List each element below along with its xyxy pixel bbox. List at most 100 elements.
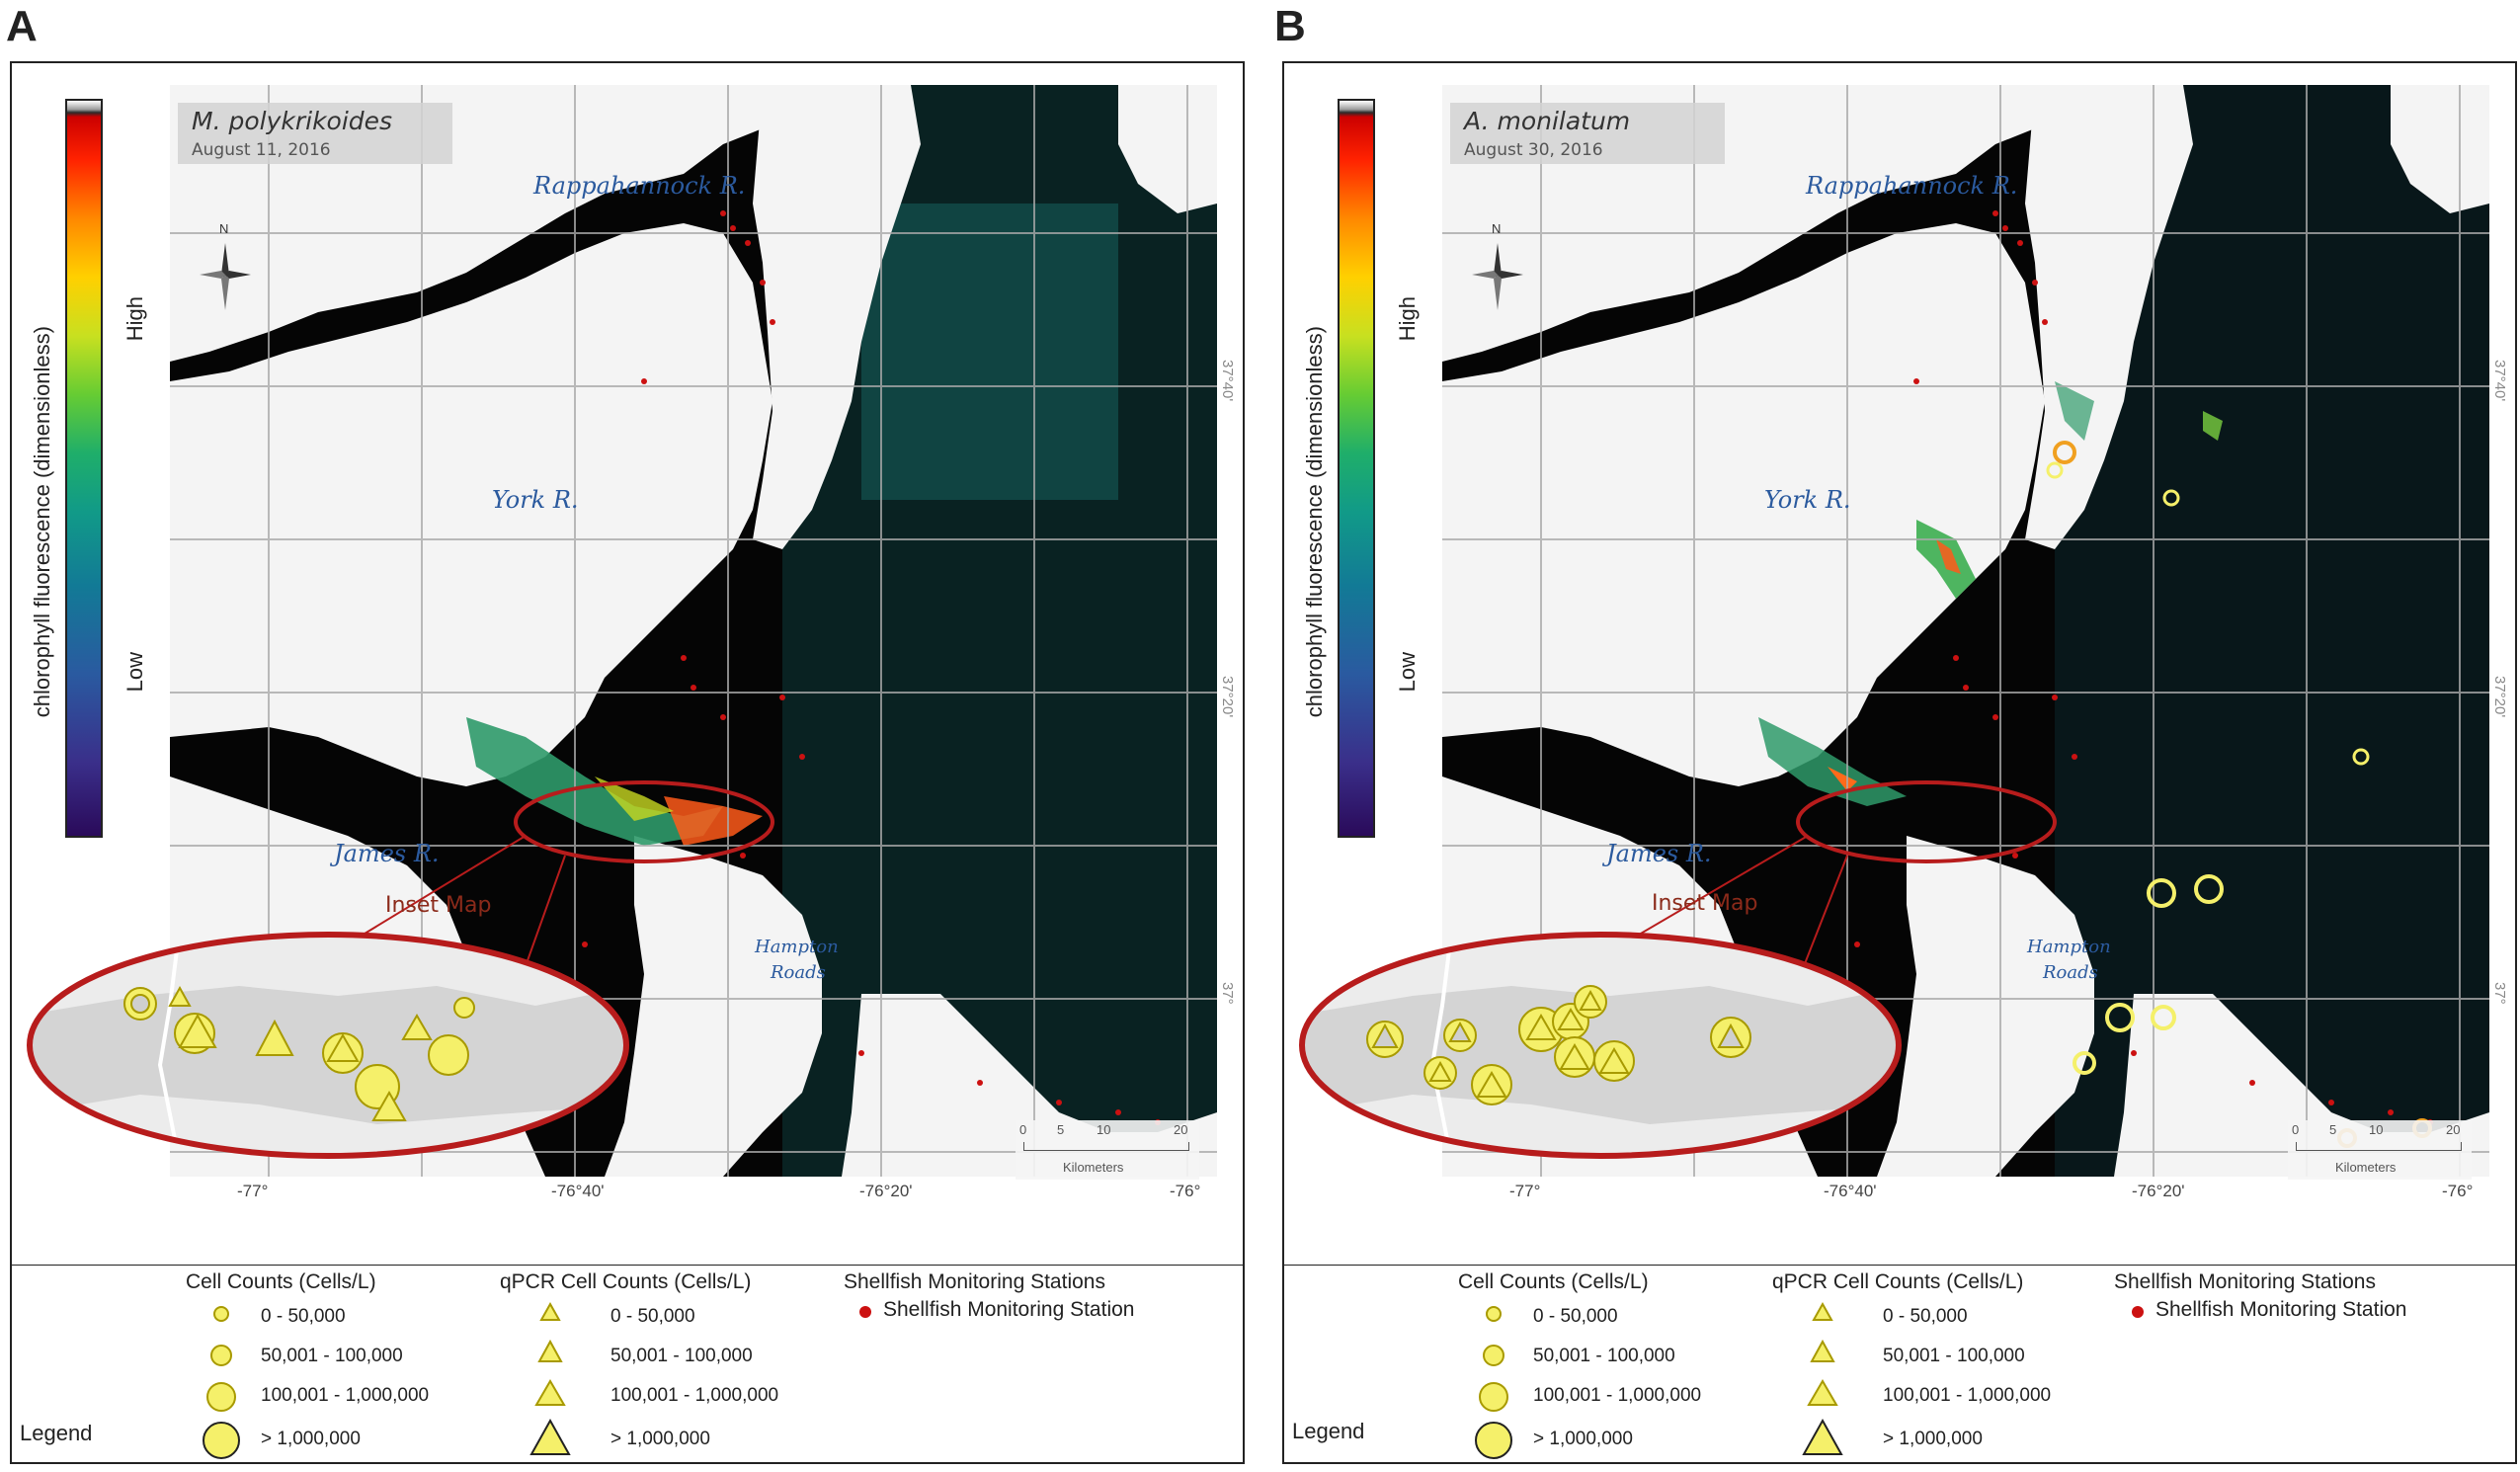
north-label: N bbox=[219, 221, 229, 236]
shellfish-stations bbox=[582, 210, 1161, 1125]
species-title: M. polykrikoides bbox=[192, 107, 393, 135]
shellfish-dot-icon bbox=[859, 1306, 871, 1318]
cell-counts-title: Cell Counts (Cells/L) bbox=[186, 1270, 376, 1293]
colorbar-high-label: High bbox=[122, 296, 147, 342]
panel-a: chlorophyll fluorescence (dimensionless)… bbox=[10, 61, 1245, 1464]
inset-markers bbox=[123, 985, 475, 1121]
cell-counts-symbols bbox=[1475, 1306, 1512, 1459]
map-area bbox=[170, 85, 1217, 1177]
scale-line bbox=[2296, 1142, 2462, 1151]
james-label: James R. bbox=[334, 840, 440, 867]
cell-count-item: > 1,000,000 bbox=[1533, 1429, 1633, 1449]
qpcr-item: 50,001 - 100,000 bbox=[610, 1346, 753, 1366]
inset-map bbox=[1299, 932, 1902, 1159]
qpcr-item: > 1,000,000 bbox=[1883, 1429, 1983, 1449]
lon-tick: -77° bbox=[1509, 1182, 1541, 1200]
panel-b-letter: B bbox=[1274, 2, 1306, 50]
hampton-label-1: Hampton bbox=[2027, 937, 2111, 957]
hampton-label-1: Hampton bbox=[755, 937, 839, 957]
inset-map bbox=[27, 932, 629, 1159]
colorbar-low-label: Low bbox=[1395, 652, 1420, 693]
inset-map-label: Inset Map bbox=[1652, 891, 1758, 916]
colorbar: chlorophyll fluorescence (dimensionless)… bbox=[1302, 99, 1423, 850]
panel-a-letter: A bbox=[6, 2, 38, 50]
rappahannock-label: Rappahannock R. bbox=[533, 172, 746, 200]
hampton-label-2: Roads bbox=[2043, 962, 2098, 983]
colorbar-title: chlorophyll fluorescence (dimensionless) bbox=[1302, 326, 1327, 718]
scale-tick: 0 bbox=[2292, 1122, 2300, 1137]
map-area bbox=[1442, 85, 2489, 1177]
hampton-label-2: Roads bbox=[771, 962, 826, 983]
scale-tick: 10 bbox=[2369, 1122, 2384, 1137]
rappahannock-label: Rappahannock R. bbox=[1806, 172, 2018, 200]
lat-tick: 37° bbox=[2491, 982, 2508, 1005]
shellfish-item: Shellfish Monitoring Station bbox=[883, 1298, 1135, 1321]
lat-tick: 37°40' bbox=[1219, 360, 1236, 402]
cell-count-item: 100,001 - 1,000,000 bbox=[261, 1385, 430, 1406]
lon-tick: -77° bbox=[237, 1182, 269, 1200]
legend-divider bbox=[1284, 1265, 2515, 1266]
legend-word: Legend bbox=[20, 1421, 93, 1445]
colorbar-low-label: Low bbox=[122, 652, 147, 693]
lon-tick: -76°20' bbox=[2132, 1182, 2185, 1200]
qpcr-title: qPCR Cell Counts (Cells/L) bbox=[500, 1270, 752, 1293]
scale-bar: 0 5 10 20 Kilometers bbox=[1016, 1120, 1199, 1180]
north-label: N bbox=[1492, 221, 1502, 236]
qpcr-symbols bbox=[1802, 1301, 1843, 1455]
scale-tick: 5 bbox=[2329, 1122, 2337, 1137]
inset-markers bbox=[1366, 985, 1751, 1105]
lat-tick: 37°40' bbox=[2491, 360, 2508, 402]
york-label: York R. bbox=[492, 486, 579, 514]
cell-count-item: 100,001 - 1,000,000 bbox=[1533, 1385, 1702, 1406]
qpcr-item: 50,001 - 100,000 bbox=[1883, 1346, 2025, 1366]
colorbar-gradient bbox=[65, 99, 103, 838]
scale-tick: 10 bbox=[1097, 1122, 1111, 1137]
date-label: August 30, 2016 bbox=[1464, 140, 1603, 160]
james-label: James R. bbox=[1606, 840, 1712, 867]
qpcr-item: 0 - 50,000 bbox=[610, 1306, 695, 1327]
inset-map-label: Inset Map bbox=[385, 893, 492, 918]
shellfish-title: Shellfish Monitoring Stations bbox=[844, 1270, 1105, 1293]
lat-tick: 37°20' bbox=[1219, 676, 1236, 718]
cell-counts-title: Cell Counts (Cells/L) bbox=[1458, 1270, 1649, 1293]
lon-tick: -76° bbox=[1170, 1182, 1201, 1200]
lon-tick: -76° bbox=[2442, 1182, 2474, 1200]
cell-count-item: 0 - 50,000 bbox=[1533, 1306, 1618, 1327]
colorbar: chlorophyll fluorescence (dimensionless)… bbox=[30, 99, 150, 850]
qpcr-item: > 1,000,000 bbox=[610, 1429, 710, 1449]
scale-tick: 5 bbox=[1057, 1122, 1065, 1137]
lon-tick: -76°20' bbox=[859, 1182, 913, 1200]
legend-word: Legend bbox=[1292, 1419, 1365, 1443]
scale-line bbox=[1023, 1142, 1189, 1151]
scale-tick: 20 bbox=[2446, 1122, 2461, 1137]
cell-count-item: 50,001 - 100,000 bbox=[1533, 1346, 1675, 1366]
scale-unit: Kilometers bbox=[2335, 1160, 2397, 1175]
panel-b: chlorophyll fluorescence (dimensionless)… bbox=[1282, 61, 2517, 1464]
scale-tick: 20 bbox=[1174, 1122, 1188, 1137]
shellfish-item: Shellfish Monitoring Station bbox=[2155, 1298, 2407, 1321]
cell-counts-symbols bbox=[203, 1306, 240, 1459]
colorbar-gradient bbox=[1338, 99, 1375, 838]
colorbar-title: chlorophyll fluorescence (dimensionless) bbox=[30, 326, 54, 718]
qpcr-item: 0 - 50,000 bbox=[1883, 1306, 1968, 1327]
scale-bar: 0 5 10 20 Kilometers bbox=[2288, 1120, 2472, 1180]
cell-count-item: 0 - 50,000 bbox=[261, 1306, 346, 1327]
shellfish-title: Shellfish Monitoring Stations bbox=[2114, 1270, 2376, 1293]
map-title-box: M. polykrikoides August 11, 2016 bbox=[178, 103, 452, 164]
legend-divider bbox=[12, 1265, 1243, 1266]
north-arrow-icon bbox=[1472, 243, 1523, 310]
qpcr-title: qPCR Cell Counts (Cells/L) bbox=[1772, 1270, 2024, 1293]
lat-tick: 37° bbox=[1219, 982, 1236, 1005]
lon-tick: -76°40' bbox=[551, 1182, 605, 1200]
qpcr-symbols bbox=[529, 1301, 571, 1455]
shellfish-dot-icon bbox=[2132, 1306, 2144, 1318]
lon-tick: -76°40' bbox=[1824, 1182, 1877, 1200]
scale-tick: 0 bbox=[1019, 1122, 1027, 1137]
cell-count-item: > 1,000,000 bbox=[261, 1429, 361, 1449]
date-label: August 11, 2016 bbox=[192, 140, 331, 160]
york-label: York R. bbox=[1764, 486, 1851, 514]
species-title: A. monilatum bbox=[1464, 107, 1631, 135]
colorbar-high-label: High bbox=[1395, 296, 1420, 342]
map-title-box: A. monilatum August 30, 2016 bbox=[1450, 103, 1725, 164]
scale-unit: Kilometers bbox=[1063, 1160, 1124, 1175]
